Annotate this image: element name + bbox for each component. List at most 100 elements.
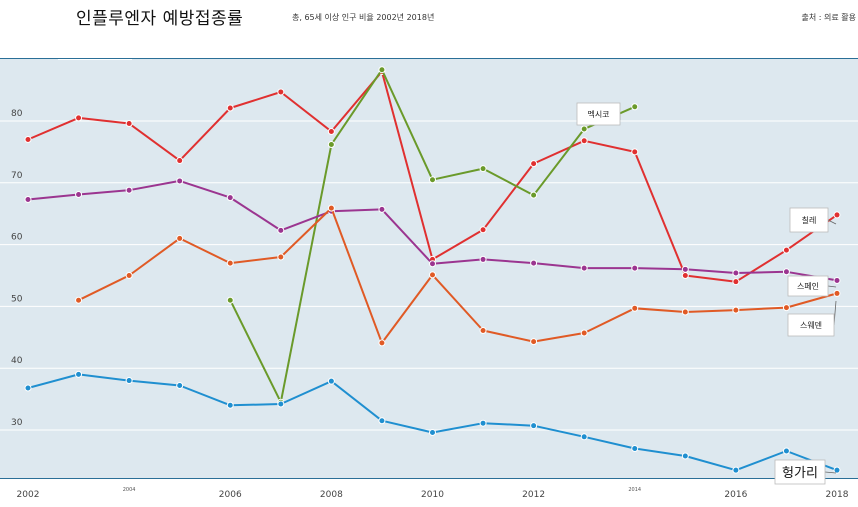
data-point	[125, 186, 133, 194]
data-point	[327, 140, 335, 148]
data-point	[732, 278, 740, 286]
y-tick-label: 60	[11, 233, 23, 243]
callout-text: 칠레	[802, 216, 817, 225]
callout-text: 스페인	[797, 281, 819, 291]
x-tick-label: 2016	[724, 490, 747, 500]
data-point	[327, 128, 335, 136]
series-4	[75, 204, 841, 347]
data-point	[327, 204, 335, 212]
data-point	[378, 339, 386, 347]
data-point	[732, 466, 740, 474]
data-point	[631, 148, 639, 156]
y-tick-label: 40	[11, 356, 23, 366]
data-point	[378, 417, 386, 425]
x-tick-label: 2012	[522, 490, 545, 500]
callout-text: 헝가리	[782, 466, 818, 481]
callout-label: 스페인	[787, 275, 837, 297]
data-point	[580, 329, 588, 337]
data-point	[277, 226, 285, 234]
data-point	[833, 466, 841, 474]
data-point	[429, 260, 436, 268]
data-point	[75, 114, 83, 122]
chart-source: 출처 : 의료 활용	[801, 13, 856, 22]
data-point	[226, 401, 234, 409]
data-point	[277, 253, 285, 261]
data-point	[226, 104, 234, 112]
data-point	[479, 226, 487, 234]
y-tick-label: 70	[11, 171, 23, 181]
data-point	[530, 259, 538, 267]
data-point	[24, 195, 32, 203]
x-tick-label: 2004	[123, 487, 136, 493]
data-point	[75, 296, 83, 304]
data-point	[479, 419, 487, 427]
callout-leader	[827, 219, 837, 225]
data-point	[732, 306, 740, 314]
data-point	[681, 308, 689, 316]
data-point	[479, 255, 487, 263]
data-point	[75, 370, 83, 378]
callout-text: 멕시코	[587, 109, 609, 119]
callout-box	[576, 102, 621, 126]
data-point	[479, 327, 487, 335]
data-point	[631, 445, 639, 453]
data-point	[833, 276, 841, 284]
data-point	[580, 433, 588, 441]
data-point	[530, 422, 538, 430]
data-point	[631, 264, 639, 272]
data-point	[24, 384, 32, 392]
data-point	[226, 296, 234, 304]
data-point	[176, 157, 184, 165]
callout-text: 스웨덴	[800, 320, 822, 330]
data-point	[75, 191, 83, 199]
data-point	[125, 272, 133, 279]
chart-header: 인플루엔자 예방접종률 총, 65세 이상 인구 비율 2002년 2018년 …	[0, 0, 858, 58]
data-point	[327, 377, 335, 385]
callout-label: 멕시코	[576, 102, 621, 126]
series-line	[77, 207, 838, 344]
x-tick-label: 2018	[826, 490, 849, 500]
x-tick-label: 2014	[628, 487, 641, 493]
callout-label: 헝가리	[774, 459, 837, 485]
data-point	[530, 160, 538, 168]
data-point	[681, 272, 689, 279]
chart-title: 인플루엔자 예방접종률	[76, 9, 244, 29]
data-point	[530, 338, 538, 346]
data-point	[378, 205, 386, 213]
y-tick-label: 80	[11, 109, 23, 119]
data-point	[580, 125, 588, 133]
y-tick-label: 50	[11, 294, 23, 304]
data-point	[429, 176, 436, 184]
data-point	[833, 211, 841, 219]
series-5	[24, 370, 841, 474]
data-point	[226, 194, 234, 202]
data-point	[782, 268, 790, 276]
data-point	[631, 304, 639, 312]
data-point	[176, 177, 184, 185]
y-tick-label: 30	[11, 418, 23, 428]
data-point	[782, 246, 790, 254]
series-3	[24, 177, 841, 284]
data-point	[782, 304, 790, 312]
data-point	[681, 452, 689, 460]
callout-label: 칠레	[789, 207, 837, 233]
data-point	[24, 136, 32, 144]
data-point	[378, 66, 386, 74]
data-point	[681, 265, 689, 273]
data-point	[631, 103, 639, 111]
x-tick-label: 2002	[17, 490, 40, 500]
callout-box	[787, 275, 829, 297]
data-point	[580, 137, 588, 145]
data-point	[176, 234, 184, 242]
data-point	[226, 259, 234, 267]
data-point	[479, 165, 487, 173]
data-point	[277, 88, 285, 96]
data-point	[125, 377, 133, 385]
data-point	[277, 400, 285, 408]
x-tick-label: 2010	[421, 490, 444, 500]
data-point	[530, 191, 538, 199]
line-chart: 30 40 50 60 70 80 2002 2004 2006 2008 2010 2012 2014…	[0, 58, 858, 507]
callout-box	[789, 207, 829, 233]
data-point	[429, 428, 436, 436]
data-point	[833, 289, 841, 297]
